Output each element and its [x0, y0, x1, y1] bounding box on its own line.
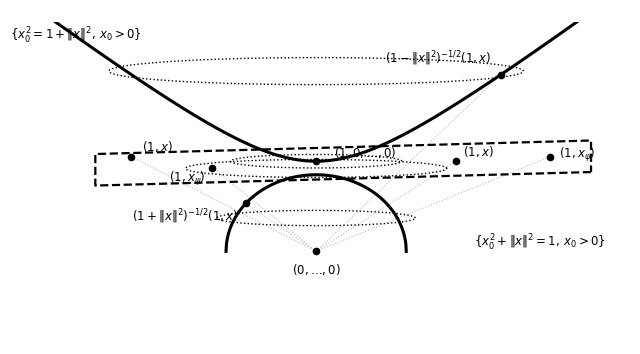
Text: $(1, x_{\psi})$: $(1, x_{\psi})$: [559, 146, 596, 164]
Text: $(1 - \|x\|^2)^{-1/2}(1, x)$: $(1 - \|x\|^2)^{-1/2}(1, x)$: [385, 50, 492, 68]
Text: $(1, 0, \ldots, 0)$: $(1, 0, \ldots, 0)$: [335, 145, 397, 160]
Text: $(1, x)$: $(1, x)$: [463, 144, 493, 159]
Text: $\{x_0^2 = 1 + \|x\|^2,\, x_0 > 0\}$: $\{x_0^2 = 1 + \|x\|^2,\, x_0 > 0\}$: [10, 26, 141, 46]
Text: $(0, \ldots, 0)$: $(0, \ldots, 0)$: [292, 262, 340, 277]
Text: $(1, x)$: $(1, x)$: [142, 139, 173, 154]
Text: $(1, x_{\psi})$: $(1, x_{\psi})$: [169, 170, 205, 188]
Text: $\{x_0^2 + \|x\|^2 = 1,\, x_0 > 0\}$: $\{x_0^2 + \|x\|^2 = 1,\, x_0 > 0\}$: [474, 233, 605, 253]
Text: $(1 + \|x\|^2)^{-1/2}(1, x)$: $(1 + \|x\|^2)^{-1/2}(1, x)$: [132, 207, 239, 225]
